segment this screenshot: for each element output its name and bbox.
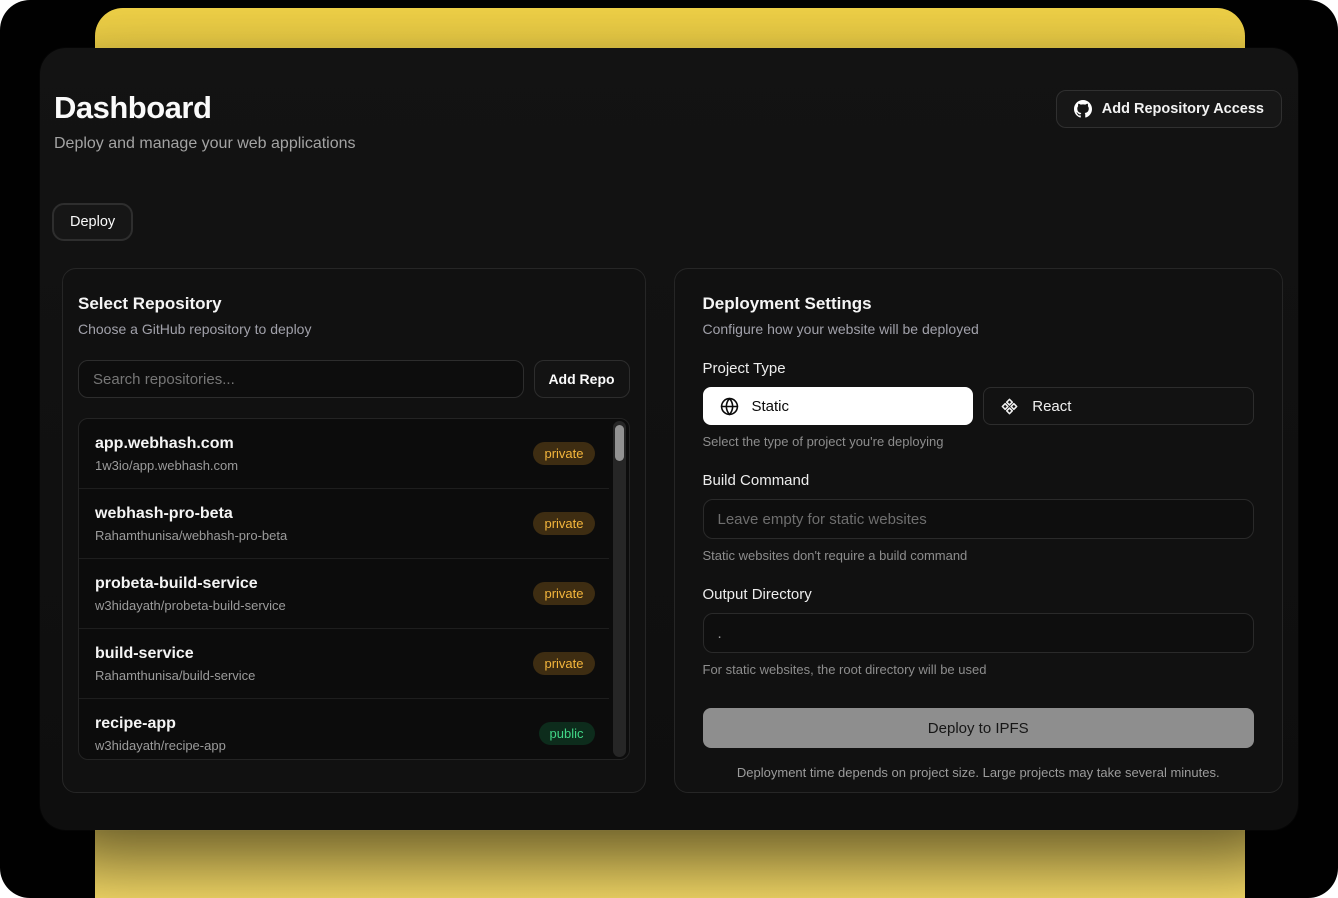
build-command-input[interactable] (702, 499, 1254, 539)
repository-card-subtitle: Choose a GitHub repository to deploy (78, 321, 312, 337)
repo-row-app-webhash-com[interactable]: app.webhash.com 1w3io/app.webhash.com pr… (79, 419, 609, 489)
repo-row-webhash-pro-beta[interactable]: webhash-pro-beta Rahamthunisa/webhash-pr… (79, 489, 609, 559)
scrollbar-track[interactable] (612, 421, 626, 757)
cards-row: Select Repository Choose a GitHub reposi… (40, 268, 1298, 793)
project-type-options: Static React (702, 387, 1254, 425)
project-type-label: Project Type (702, 360, 786, 377)
page-title: Dashboard (54, 90, 212, 125)
repo-row-build-service[interactable]: build-service Rahamthunisa/build-service… (79, 629, 609, 699)
output-directory-help: For static websites, the root directory … (702, 662, 987, 677)
component-icon (1000, 397, 1019, 416)
add-repo-button[interactable]: Add Repo (533, 360, 630, 398)
repo-row-text: app.webhash.com 1w3io/app.webhash.com (95, 435, 238, 473)
repo-row-text: probeta-build-service w3hidayath/probeta… (95, 575, 286, 613)
deploy-note: Deployment time depends on project size.… (736, 765, 1220, 780)
globe-icon (720, 397, 739, 416)
settings-card-subtitle: Configure how your website will be deplo… (702, 321, 979, 337)
repo-name: recipe-app (95, 714, 176, 732)
page-header: Dashboard Deploy and manage your web app… (40, 48, 1298, 153)
repo-full-name: 1w3io/app.webhash.com (95, 457, 239, 473)
repository-search-row: Add Repo (78, 360, 630, 398)
repository-list: app.webhash.com 1w3io/app.webhash.com pr… (78, 418, 630, 760)
visibility-badge: private (533, 582, 595, 605)
page-subtitle: Deploy and manage your web applications (54, 135, 356, 152)
repository-rows: app.webhash.com 1w3io/app.webhash.com pr… (79, 419, 629, 759)
project-type-react-label: React (1032, 397, 1072, 415)
deployment-settings-card: Deployment Settings Configure how your w… (673, 268, 1283, 793)
add-repository-access-button[interactable]: Add Repository Access (1055, 90, 1282, 128)
repo-full-name: Rahamthunisa/build-service (95, 667, 256, 683)
repo-full-name: w3hidayath/recipe-app (95, 737, 226, 753)
repo-name: probeta-build-service (95, 574, 258, 592)
page-header-text: Dashboard Deploy and manage your web app… (54, 90, 356, 153)
repo-row-text: recipe-app w3hidayath/recipe-app (95, 715, 226, 753)
repo-name: build-service (95, 644, 194, 662)
output-directory-label: Output Directory (702, 586, 812, 603)
repo-row-probeta-build-service[interactable]: probeta-build-service w3hidayath/probeta… (79, 559, 609, 629)
settings-card-title: Deployment Settings (702, 294, 872, 313)
search-repositories-input[interactable] (78, 360, 524, 398)
visibility-badge: private (533, 442, 595, 465)
app-panel: Dashboard Deploy and manage your web app… (40, 48, 1298, 830)
project-type-static-label: Static (751, 397, 790, 415)
repo-row-text: build-service Rahamthunisa/build-service (95, 645, 255, 683)
output-directory-input[interactable] (702, 613, 1254, 653)
project-type-help: Select the type of project you're deploy… (702, 434, 944, 449)
repo-row-text: webhash-pro-beta Rahamthunisa/webhash-pr… (95, 505, 287, 543)
select-repository-card: Select Repository Choose a GitHub reposi… (62, 268, 646, 793)
build-command-label: Build Command (702, 472, 810, 489)
tab-deploy[interactable]: Deploy (52, 203, 134, 241)
visibility-badge: private (533, 652, 595, 675)
repo-name: app.webhash.com (95, 434, 234, 452)
repo-name: webhash-pro-beta (95, 504, 233, 522)
repository-card-title: Select Repository (78, 294, 222, 313)
repo-row-recipe-app[interactable]: recipe-app w3hidayath/recipe-app public (79, 699, 609, 759)
visibility-badge: public (538, 722, 595, 745)
add-repository-access-label: Add Repository Access (1101, 101, 1264, 117)
deploy-to-ipfs-button[interactable]: Deploy to IPFS (702, 708, 1254, 748)
project-type-react-button[interactable]: React (983, 387, 1254, 425)
tab-bar: Deploy (52, 203, 1298, 241)
github-icon (1073, 100, 1092, 118)
visibility-badge: private (533, 512, 595, 535)
scrollbar-thumb[interactable] (614, 425, 624, 461)
repo-full-name: w3hidayath/probeta-build-service (95, 597, 286, 613)
project-type-static-button[interactable]: Static (702, 387, 974, 425)
repo-full-name: Rahamthunisa/webhash-pro-beta (95, 527, 288, 543)
build-command-help: Static websites don't require a build co… (702, 548, 968, 563)
